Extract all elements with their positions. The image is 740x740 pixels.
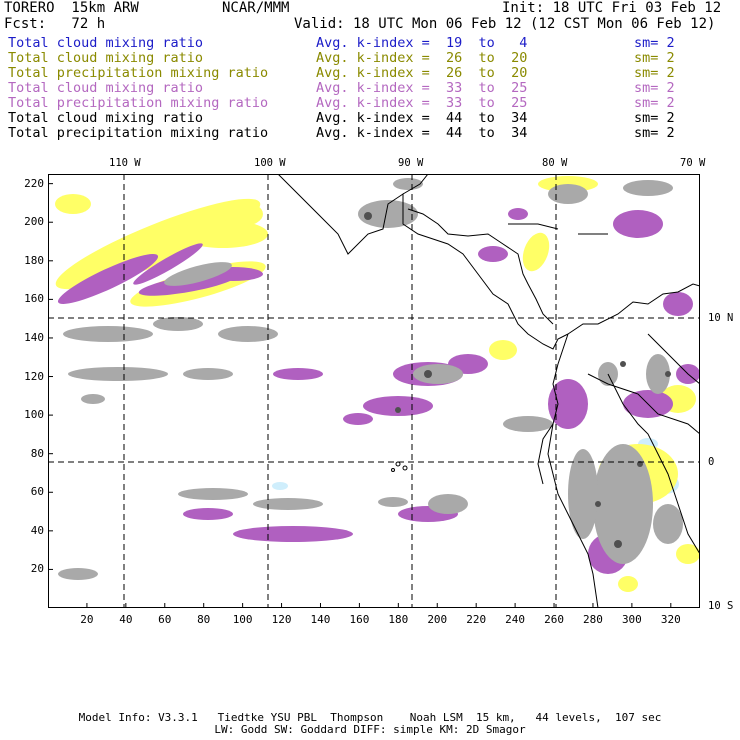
latlon-grid — [48, 174, 700, 608]
x-tick-label: 260 — [544, 613, 564, 626]
map-plot — [48, 174, 700, 608]
y-tick-label: 80 — [30, 446, 44, 460]
y-tick-label: 40 — [30, 523, 44, 537]
legend-smoothing: sm= 2 — [634, 95, 675, 111]
longitude-label: 100 W — [254, 157, 286, 169]
x-tick-label: 320 — [660, 613, 681, 626]
model-info-line1: Model Info: V3.3.1 Tiedtke YSU PBL Thomp… — [78, 711, 662, 724]
latitude-label: 10 S — [708, 600, 734, 612]
longitude-label: 70 W — [680, 157, 706, 169]
y-tick-label: 200 — [24, 215, 44, 229]
legend-smoothing: sm= 2 — [634, 110, 675, 126]
map-frame — [48, 174, 700, 608]
x-tick-label: 160 — [349, 613, 370, 626]
y-tick-label: 220 — [24, 176, 44, 190]
y-tick-label: 60 — [30, 485, 44, 499]
forecast-hour: Fcst: 72 h — [4, 16, 106, 32]
coastlines — [277, 174, 700, 608]
legend-kindex: Avg. k-index = 19 to 4 — [316, 35, 528, 51]
model-title: TORERO 15km ARW — [4, 0, 139, 16]
y-tick-label: 140 — [24, 330, 44, 344]
legend-field-name: Total cloud mixing ratio — [8, 80, 204, 96]
x-tick-label: 180 — [388, 613, 409, 626]
legend-field-name: Total precipitation mixing ratio — [8, 125, 269, 141]
legend-smoothing: sm= 2 — [634, 65, 675, 81]
x-tick-label: 240 — [505, 613, 526, 626]
x-tick-label: 40 — [119, 613, 133, 626]
x-tick-label: 60 — [158, 613, 172, 626]
legend-kindex: Avg. k-index = 26 to 20 — [316, 50, 528, 66]
x-tick-label: 140 — [310, 613, 331, 626]
y-tick-label: 120 — [24, 369, 44, 383]
latitude-label: 10 N — [708, 312, 734, 324]
organization: NCAR/MMM — [222, 0, 290, 16]
legend-field-name: Total precipitation mixing ratio — [8, 95, 269, 111]
legend-smoothing: sm= 2 — [634, 35, 675, 51]
legend-field-name: Total cloud mixing ratio — [8, 50, 204, 66]
x-tick-label: 280 — [583, 613, 603, 626]
legend-kindex: Avg. k-index = 44 to 34 — [316, 110, 528, 126]
longitude-label: 90 W — [398, 157, 424, 169]
legend-kindex: Avg. k-index = 33 to 25 — [316, 80, 528, 96]
legend-smoothing: sm= 2 — [634, 125, 675, 141]
legend-field-name: Total cloud mixing ratio — [8, 110, 204, 126]
valid-time: Valid: 18 UTC Mon 06 Feb 12 (12 CST Mon … — [294, 16, 716, 32]
x-tick-label: 80 — [197, 613, 211, 626]
legend-field-name: Total precipitation mixing ratio — [8, 65, 269, 81]
x-tick-label: 220 — [466, 613, 487, 626]
x-tick-label: 200 — [427, 613, 448, 626]
y-tick-label: 180 — [24, 253, 44, 267]
x-tick-label: 300 — [621, 613, 642, 626]
legend-smoothing: sm= 2 — [634, 50, 675, 66]
legend-field-name: Total cloud mixing ratio — [8, 35, 204, 51]
legend-smoothing: sm= 2 — [634, 80, 675, 96]
legend-kindex: Avg. k-index = 33 to 25 — [316, 95, 528, 111]
y-tick-label: 100 — [24, 408, 44, 422]
x-tick-label: 20 — [80, 613, 94, 626]
init-time: Init: 18 UTC Fri 03 Feb 12 — [502, 0, 722, 16]
legend-kindex: Avg. k-index = 44 to 34 — [316, 125, 528, 141]
longitude-label: 80 W — [542, 157, 568, 169]
legend-kindex: Avg. k-index = 26 to 20 — [316, 65, 528, 81]
longitude-label: 110 W — [109, 157, 141, 169]
latitude-label: 0 — [708, 456, 715, 468]
y-tick-label: 160 — [24, 292, 44, 306]
gray-cloud-patches — [58, 178, 683, 580]
x-tick-label: 120 — [271, 613, 292, 626]
y-tick-label: 20 — [30, 562, 44, 576]
x-tick-label: 100 — [232, 613, 253, 626]
model-info-line2: LW: Godd SW: Goddard DIFF: simple KM: 2D… — [214, 723, 526, 736]
